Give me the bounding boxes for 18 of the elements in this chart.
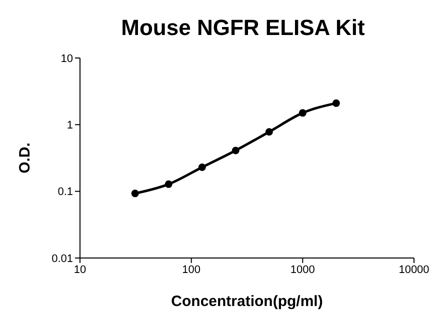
chart-title: Mouse NGFR ELISA Kit	[120, 14, 366, 42]
x-tick-label: 10000	[398, 264, 430, 276]
y-tick-label: 0.1	[58, 186, 73, 198]
point	[232, 146, 240, 154]
y-tick-label: 1	[66, 120, 73, 132]
point	[265, 128, 273, 136]
x-axis-title: Concentration(pg/ml)	[171, 293, 323, 310]
point	[298, 109, 306, 117]
point	[131, 190, 139, 198]
x-tick-label: 1000	[290, 264, 315, 276]
point	[198, 163, 206, 171]
point	[332, 99, 340, 107]
x-tick-label: 10	[74, 264, 86, 276]
y-axis-title: O.D.	[16, 142, 34, 174]
y-tick-label: 10	[60, 52, 73, 65]
x-tick-label: 100	[182, 264, 201, 276]
y-tick-label: 0.01	[52, 252, 73, 265]
point	[164, 180, 172, 188]
